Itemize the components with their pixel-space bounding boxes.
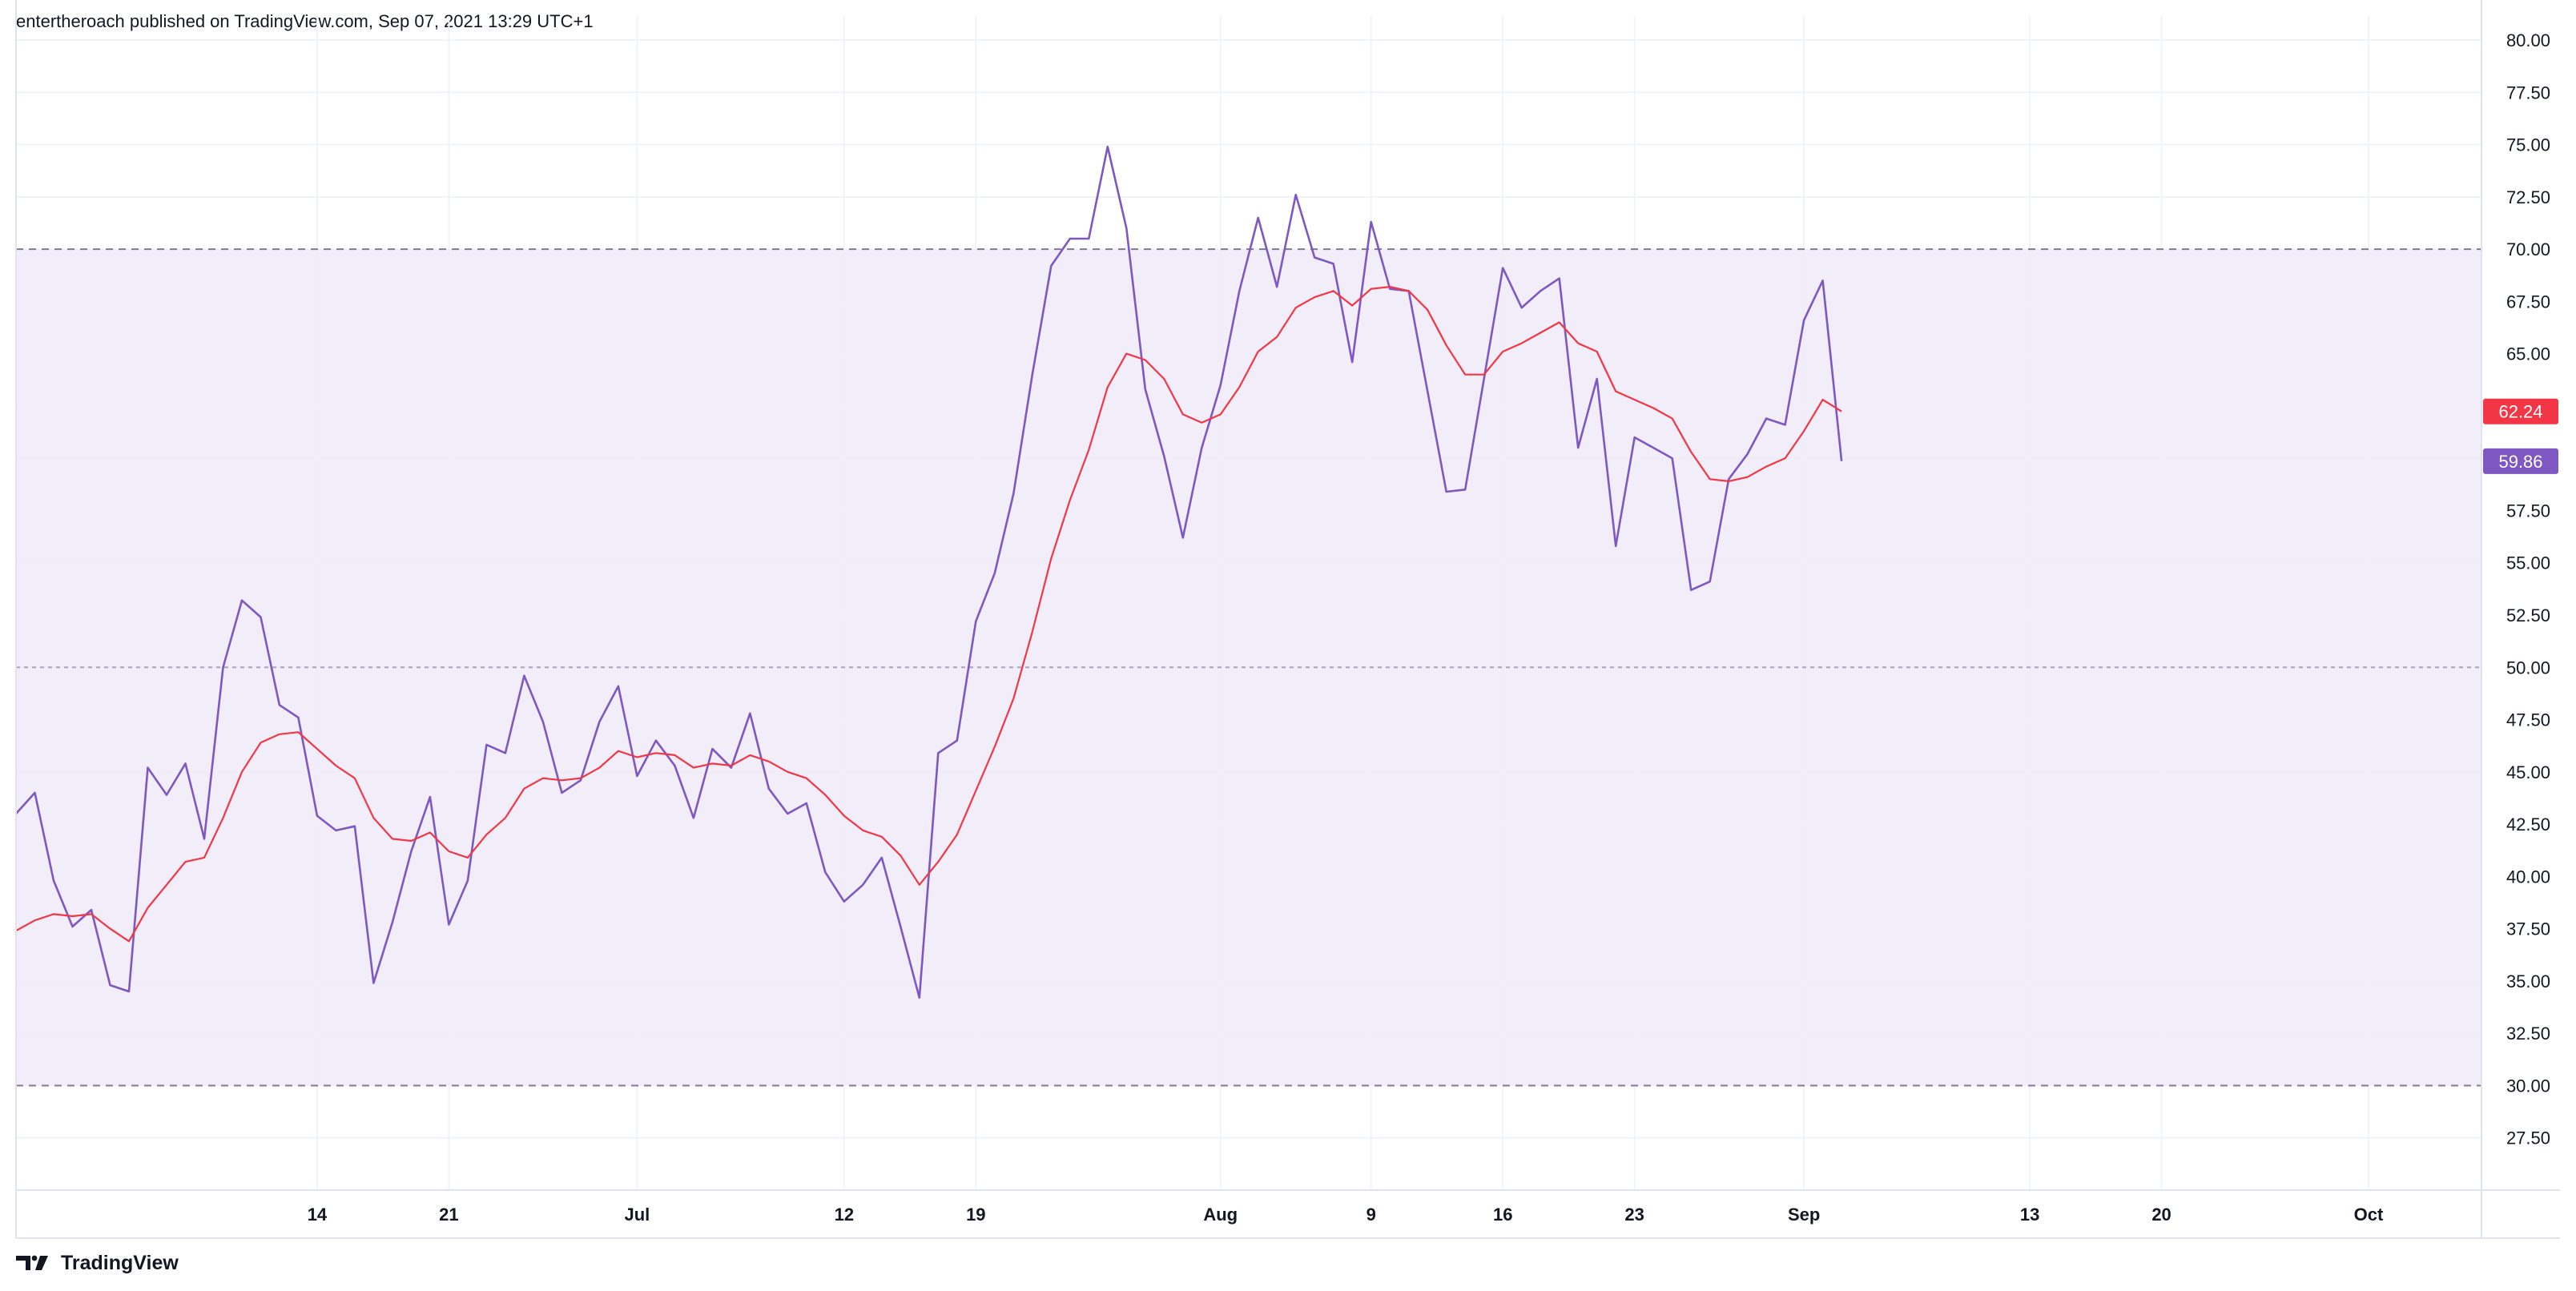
x-tick-label: 12 <box>835 1205 854 1225</box>
y-tick-label: 77.50 <box>2506 82 2550 103</box>
y-tick-label: 67.50 <box>2506 292 2550 312</box>
y-tick-label: 80.00 <box>2506 30 2550 50</box>
series-group <box>15 145 1843 999</box>
rsi-ma-line <box>15 286 1842 943</box>
y-tick-label: 72.50 <box>2506 187 2550 207</box>
y-tick-label: 42.50 <box>2506 814 2550 835</box>
y-tick-label: 35.00 <box>2506 971 2550 991</box>
y-tick-label: 75.00 <box>2506 135 2550 155</box>
x-tick-label: 19 <box>966 1205 985 1225</box>
badge-value: 59.86 <box>2498 452 2542 472</box>
y-tick-label: 47.50 <box>2506 710 2550 730</box>
x-tick-label: 13 <box>2020 1205 2039 1225</box>
y-tick-label: 55.00 <box>2506 553 2550 573</box>
y-tick-label: 37.50 <box>2506 919 2550 939</box>
tradingview-brand-text: TradingView <box>61 1251 179 1274</box>
x-axis-labels: 14 21 Jul 12 19 Aug 9 16 23 Sep 13 20 Oct <box>308 1205 2384 1225</box>
x-tick-label: Sep <box>1788 1205 1820 1225</box>
badge-value: 62.24 <box>2498 402 2542 422</box>
x-tick-label: Oct <box>2354 1205 2384 1225</box>
x-tick-label: 21 <box>439 1205 458 1225</box>
y-tick-label: 65.00 <box>2506 344 2550 364</box>
x-tick-label: 9 <box>1366 1205 1376 1225</box>
rsi-line <box>15 145 1843 999</box>
x-tick-label: 23 <box>1624 1205 1644 1225</box>
y-tick-label: 30.00 <box>2506 1076 2550 1096</box>
x-tick-label: Aug <box>1203 1205 1238 1225</box>
publication-header: entertheroach published on TradingView.c… <box>16 11 594 31</box>
y-axis-labels: 27.50 30.00 32.50 35.00 37.50 40.00 42.50 45.00… <box>2506 30 2550 1148</box>
tradingview-logo-icon <box>16 1255 48 1270</box>
badge-background <box>2483 448 2558 474</box>
x-tick-label: 16 <box>1493 1205 1512 1225</box>
rsi-last-value-badge[interactable]: 59.86 <box>2483 448 2558 474</box>
y-tick-label: 27.50 <box>2506 1128 2550 1148</box>
band-lines <box>16 248 2481 1087</box>
tradingview-logo[interactable]: TradingView <box>16 1249 179 1277</box>
x-tick-label: 14 <box>308 1205 328 1225</box>
y-tick-label: 40.00 <box>2506 867 2550 887</box>
axes <box>15 0 2560 1239</box>
last-value-badges[interactable]: 59.86 62.24 <box>2483 398 2558 474</box>
ma-last-value-badge[interactable]: 62.24 <box>2483 398 2558 424</box>
y-tick-label: 32.50 <box>2506 1024 2550 1044</box>
y-tick-label: 52.50 <box>2506 605 2550 625</box>
y-tick-label: 57.50 <box>2506 501 2550 521</box>
x-tick-label: 20 <box>2151 1205 2171 1225</box>
y-tick-label: 50.00 <box>2506 658 2550 678</box>
x-tick-label: Jul <box>624 1205 650 1225</box>
badge-background <box>2483 398 2558 424</box>
y-tick-label: 45.00 <box>2506 762 2550 782</box>
y-tick-label: 70.00 <box>2506 239 2550 259</box>
